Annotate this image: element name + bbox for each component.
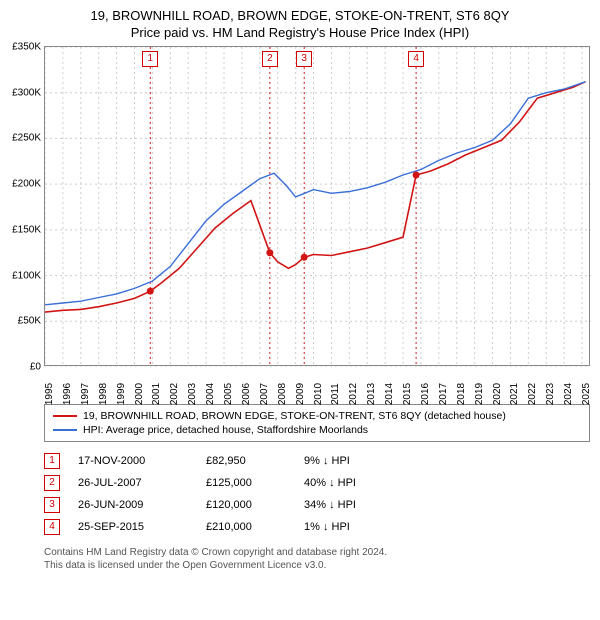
footer-line-1: Contains HM Land Registry data © Crown c… [44,546,590,559]
event-marker-badge: 4 [408,51,424,67]
x-tick-label: 2017 [438,383,449,405]
legend-label: 19, BROWNHILL ROAD, BROWN EDGE, STOKE-ON… [83,410,506,422]
footer-line-2: This data is licensed under the Open Gov… [44,559,590,572]
x-tick-label: 2014 [384,383,395,405]
x-tick-label: 2002 [169,383,180,405]
x-tick-label: 2005 [223,383,234,405]
event-row-diff: 1% ↓ HPI [304,521,394,533]
x-tick-label: 2003 [187,383,198,405]
event-row-date: 25-SEP-2015 [78,521,188,533]
x-tick-label: 1997 [80,383,91,405]
x-tick-label: 2007 [259,383,270,405]
x-axis: 1995199619971998199920002001200220032004… [44,366,590,398]
event-row: 1 17-NOV-2000 £82,950 9% ↓ HPI [44,450,590,472]
x-tick-label: 2021 [509,383,520,405]
chart-subtitle: Price paid vs. HM Land Registry's House … [0,25,600,40]
x-tick-label: 2010 [313,383,324,405]
event-row-price: £125,000 [206,477,286,489]
x-tick-label: 1996 [62,383,73,405]
x-tick-label: 2008 [277,383,288,405]
event-row: 2 26-JUL-2007 £125,000 40% ↓ HPI [44,472,590,494]
event-row-price: £210,000 [206,521,286,533]
y-tick-label: £200K [12,179,41,190]
x-tick-label: 2011 [330,383,341,405]
event-row-diff: 34% ↓ HPI [304,499,394,511]
plot-svg [45,47,591,367]
x-tick-label: 2022 [527,383,538,405]
chart-title: 19, BROWNHILL ROAD, BROWN EDGE, STOKE-ON… [0,8,600,23]
y-axis: £0£50K£100K£150K£200K£250K£300K£350K [1,47,43,365]
legend-label: HPI: Average price, detached house, Staf… [83,424,368,436]
event-row: 3 26-JUN-2009 £120,000 34% ↓ HPI [44,494,590,516]
event-row-price: £120,000 [206,499,286,511]
x-tick-label: 2024 [563,383,574,405]
y-tick-label: £100K [12,270,41,281]
event-row-badge: 2 [44,475,60,491]
event-marker-badge: 3 [296,51,312,67]
event-marker-badge: 2 [262,51,278,67]
legend-row: HPI: Average price, detached house, Staf… [53,423,581,437]
x-tick-label: 2016 [420,383,431,405]
x-tick-label: 2019 [474,383,485,405]
y-tick-label: £0 [30,362,41,373]
x-tick-label: 1995 [44,383,55,405]
x-tick-label: 2018 [456,383,467,405]
title-block: 19, BROWNHILL ROAD, BROWN EDGE, STOKE-ON… [0,0,600,40]
x-tick-label: 2025 [581,383,592,405]
x-tick-label: 2001 [151,383,162,405]
legend-swatch [53,429,77,431]
event-row-date: 26-JUN-2009 [78,499,188,511]
x-tick-label: 2000 [134,383,145,405]
x-tick-label: 2023 [545,383,556,405]
y-tick-label: £300K [12,87,41,98]
events-table: 1 17-NOV-2000 £82,950 9% ↓ HPI 2 26-JUL-2007 £… [44,450,590,538]
event-row-badge: 1 [44,453,60,469]
event-marker-badge: 1 [142,51,158,67]
y-tick-label: £350K [12,42,41,53]
x-tick-label: 2006 [241,383,252,405]
legend-swatch [53,415,77,417]
chart-container: 19, BROWNHILL ROAD, BROWN EDGE, STOKE-ON… [0,0,600,572]
x-tick-label: 2013 [366,383,377,405]
footer: Contains HM Land Registry data © Crown c… [44,546,590,572]
x-tick-label: 2004 [205,383,216,405]
event-row-price: £82,950 [206,455,286,467]
y-tick-label: £150K [12,224,41,235]
event-row-date: 26-JUL-2007 [78,477,188,489]
x-tick-label: 2015 [402,383,413,405]
event-row-date: 17-NOV-2000 [78,455,188,467]
event-row-diff: 40% ↓ HPI [304,477,394,489]
x-tick-label: 1999 [116,383,127,405]
x-tick-label: 1998 [98,383,109,405]
y-tick-label: £250K [12,133,41,144]
plot-area: £0£50K£100K£150K£200K£250K£300K£350K 123… [44,46,590,366]
event-row-badge: 3 [44,497,60,513]
event-row-diff: 9% ↓ HPI [304,455,394,467]
x-tick-label: 2020 [492,383,503,405]
event-row-badge: 4 [44,519,60,535]
legend-box: 19, BROWNHILL ROAD, BROWN EDGE, STOKE-ON… [44,404,590,442]
x-tick-label: 2009 [295,383,306,405]
y-tick-label: £50K [18,316,41,327]
x-tick-label: 2012 [348,383,359,405]
event-row: 4 25-SEP-2015 £210,000 1% ↓ HPI [44,516,590,538]
legend-row: 19, BROWNHILL ROAD, BROWN EDGE, STOKE-ON… [53,409,581,423]
